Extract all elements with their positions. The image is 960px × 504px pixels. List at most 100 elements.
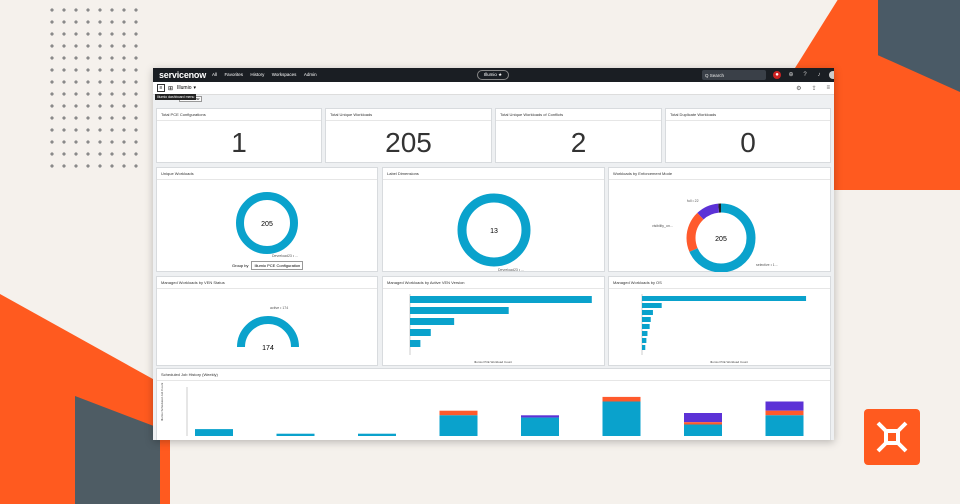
x-axis-label: Illumio PCE Workload Count — [710, 360, 748, 364]
label-donut[interactable]: 13 Devreload23 • ... — [383, 180, 603, 272]
bar — [642, 324, 650, 329]
donut-center: 13 — [490, 228, 498, 235]
kpi-card: Total Unique Workloads of Conflicts 2 — [495, 108, 662, 163]
bar — [642, 303, 662, 308]
stacked-bar — [358, 433, 396, 436]
avatar[interactable]: ● — [829, 71, 834, 79]
dot-pattern — [46, 4, 142, 174]
unique-donut[interactable]: 205 Devreload23 • ... — [157, 180, 377, 272]
top-icons: ● ⊕ ? ♪ ● — [773, 71, 834, 79]
scheduled-job-chart[interactable]: Illumio Scheduled Job Count — [157, 381, 830, 440]
scope-icon[interactable]: ● — [773, 71, 781, 79]
menu-icon[interactable]: ≡ — [157, 84, 165, 92]
legend-visibility: visibility_on... — [652, 224, 673, 228]
ven-gauge[interactable]: 174 active • 174 — [157, 289, 377, 367]
grid-icon[interactable]: ⊞ — [168, 85, 174, 92]
stacked-bar — [439, 410, 478, 416]
donut-segment — [686, 203, 756, 273]
nav-all[interactable]: All — [212, 72, 218, 77]
nav-admin[interactable]: Admin — [303, 72, 317, 77]
card-title: Workloads by Enforcement Mode — [609, 168, 830, 180]
unique-workloads-card: Unique Workloads 205 Devreload23 • ... G… — [156, 167, 378, 272]
bar — [642, 345, 646, 350]
search-input[interactable]: Q Search — [702, 70, 766, 80]
servicenow-logo[interactable]: servicenow — [159, 70, 207, 80]
gauge-value: 174 — [262, 345, 274, 352]
share-icon[interactable]: ⇪ — [811, 85, 817, 92]
stacked-bar — [276, 433, 315, 436]
nav-history[interactable]: History — [250, 72, 265, 77]
bar — [642, 317, 651, 322]
stacked-bar — [765, 401, 804, 411]
os-card: Managed Workloads by OS Illumio PCE Work… — [608, 276, 831, 366]
stacked-bar — [765, 415, 804, 436]
bar — [642, 331, 648, 336]
legend-selective: selective • 1... — [756, 263, 778, 267]
stacked-bar — [765, 410, 804, 416]
bar — [410, 296, 592, 303]
donut-label: Devreload23 • ... — [272, 254, 298, 258]
card-title: Label Dimensions — [383, 168, 604, 180]
group-by-select[interactable]: Illumio PCE Configuration — [251, 261, 304, 270]
label-dimensions-card: Label Dimensions 13 Devreload23 • ... — [382, 167, 605, 272]
os-chart[interactable]: Illumio PCE Workload Count — [609, 289, 829, 367]
group-by-label: Group by — [232, 263, 249, 268]
top-nav-bar: servicenow All Favorites History Workspa… — [153, 68, 834, 82]
stacked-bar — [684, 422, 722, 425]
kpi-card: Total Unique Workloads 205 — [325, 108, 492, 163]
more-icon[interactable]: ≡ — [826, 84, 830, 91]
stacked-bar — [439, 415, 478, 436]
breadcrumb: Illumio — [177, 85, 192, 91]
bar — [410, 340, 421, 347]
gauge-label: active • 174 — [270, 306, 288, 310]
bar — [410, 307, 509, 314]
card-title: Unique Workloads — [157, 168, 377, 180]
legend-full: full • 22 — [687, 199, 699, 203]
chevron-down-icon[interactable]: ▾ — [193, 85, 196, 91]
bell-icon[interactable]: ♪ — [817, 72, 821, 78]
x-axis-label: Illumio PCE Workload Count — [474, 360, 512, 364]
donut-label: Devreload23 • ... — [498, 268, 524, 272]
ven-version-chart[interactable]: Illumio PCE Workload Count — [383, 289, 603, 367]
stacked-bar — [684, 424, 722, 436]
dashboard-subbar: ≡ ⊞ Illumio ▾ ⚙ ⇪ ≡ Illumio dashboard me… — [153, 82, 834, 102]
app-pill[interactable]: Illumio ★ — [477, 70, 509, 80]
enforcement-card: Workloads by Enforcement Mode 205 full •… — [608, 167, 831, 273]
kpi-title: Total Unique Workloads — [326, 109, 491, 121]
stacked-bar — [602, 401, 641, 436]
help-icon[interactable]: ? — [803, 72, 807, 78]
stacked-bar — [602, 396, 641, 402]
card-title: Managed Workloads by Active VEN Version — [383, 277, 604, 289]
bar — [410, 329, 431, 336]
ven-status-card: Managed Workloads by VEN Status 174 acti… — [156, 276, 378, 366]
stacked-bar — [521, 415, 559, 418]
kpi-value: 1 — [231, 127, 247, 158]
donut-center: 205 — [715, 236, 727, 243]
nav-workspaces[interactable]: Workspaces — [271, 72, 297, 77]
kpi-value: 205 — [385, 127, 432, 158]
subbar-icons: ⚙ ⇪ ≡ — [796, 85, 830, 92]
kpi-title: Total Unique Workloads of Conflicts — [496, 109, 661, 121]
bar — [642, 338, 647, 343]
nav-menu: All Favorites History Workspaces Admin — [212, 72, 323, 78]
nav-favorites[interactable]: Favorites — [224, 72, 243, 77]
y-axis-label: Illumio Scheduled Job Count — [160, 383, 164, 421]
bar — [410, 318, 455, 325]
stacked-bar — [521, 417, 559, 436]
donut-center: 205 — [261, 221, 273, 228]
globe-icon[interactable]: ⊕ — [788, 72, 794, 78]
bar — [642, 310, 653, 315]
servicenow-window: servicenow All Favorites History Workspa… — [153, 68, 834, 440]
card-title: Managed Workloads by OS — [609, 277, 830, 289]
settings-icon[interactable]: ⚙ — [796, 85, 802, 92]
kpi-card: Total Duplicate Workloads 0 — [665, 108, 831, 163]
bar — [642, 296, 807, 301]
donut-segment — [686, 203, 756, 273]
card-title: Scheduled Job History (Weekly) — [157, 369, 830, 381]
kpi-title: Total PCE Configurations — [157, 109, 321, 121]
stacked-bar — [195, 429, 233, 436]
scheduled-job-card: Scheduled Job History (Weekly) Illumio S… — [156, 368, 831, 440]
enforcement-donut[interactable]: 205 full • 22 visibility_on... selective… — [609, 180, 829, 273]
kpi-title: Total Duplicate Workloads — [666, 109, 830, 121]
stacked-bar — [684, 413, 722, 423]
